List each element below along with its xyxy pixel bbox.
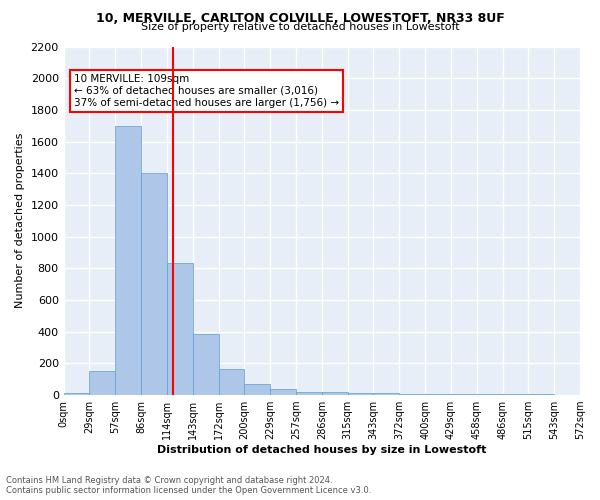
Bar [477, 394, 503, 395]
Text: 10, MERVILLE, CARLTON COLVILLE, LOWESTOFT, NR33 8UF: 10, MERVILLE, CARLTON COLVILLE, LOWESTOF… [95, 12, 505, 26]
Bar [115, 126, 141, 395]
Bar [64, 392, 89, 395]
Bar [89, 370, 115, 395]
Bar [141, 174, 167, 395]
Y-axis label: Number of detached properties: Number of detached properties [15, 133, 25, 308]
Bar [503, 394, 529, 395]
Bar [373, 394, 399, 395]
Bar [270, 388, 296, 395]
Bar [296, 392, 322, 395]
Bar [193, 334, 218, 395]
Text: 10 MERVILLE: 109sqm
← 63% of detached houses are smaller (3,016)
37% of semi-det: 10 MERVILLE: 109sqm ← 63% of detached ho… [74, 74, 339, 108]
Bar [244, 384, 270, 395]
Bar [347, 392, 373, 395]
Text: Contains HM Land Registry data © Crown copyright and database right 2024.
Contai: Contains HM Land Registry data © Crown c… [6, 476, 371, 495]
X-axis label: Distribution of detached houses by size in Lowestoft: Distribution of detached houses by size … [157, 445, 487, 455]
Text: Size of property relative to detached houses in Lowestoft: Size of property relative to detached ho… [140, 22, 460, 32]
Bar [218, 369, 244, 395]
Bar [399, 394, 425, 395]
Bar [451, 394, 477, 395]
Bar [167, 263, 193, 395]
Bar [425, 394, 451, 395]
Bar [322, 392, 347, 395]
Bar [529, 394, 554, 395]
